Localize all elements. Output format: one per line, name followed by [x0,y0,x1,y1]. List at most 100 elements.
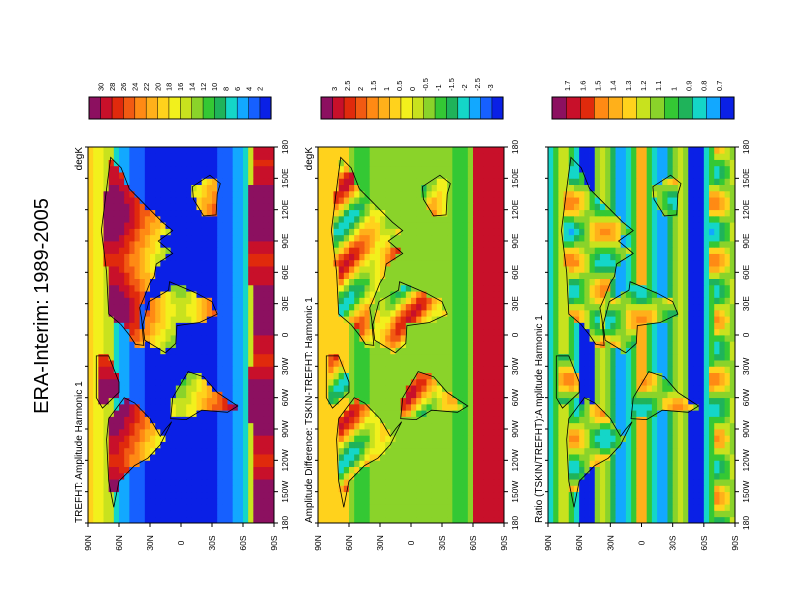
y-tick-label: 60S [468,535,478,550]
colorbar-label: -1.5 [447,78,456,91]
heatmap-cell [248,291,254,298]
heatmap-cell [253,228,259,236]
heatmap-cell [431,291,438,298]
heatmap-cell [196,153,203,160]
heatmap-cell [374,472,381,480]
heatmap-cell [134,454,141,461]
heatmap-cell [573,497,580,505]
heatmap-cell [103,491,110,499]
heatmap-cell [483,422,489,430]
heatmap-cell [416,454,422,461]
heatmap-cell [129,165,135,173]
heatmap-cell [181,472,187,480]
heatmap-cell [631,479,637,486]
heatmap-cell [237,341,244,348]
heatmap-cell [498,234,505,242]
heatmap-cell [88,153,94,160]
heatmap-cell [364,441,371,449]
heatmap-cell [390,266,396,273]
heatmap-cell [155,472,161,480]
heatmap-cell [369,253,376,261]
heatmap-cell [452,215,458,223]
heatmap-cell [333,322,340,330]
colorbar-label: -3 [486,84,495,91]
heatmap-cell [426,335,433,342]
heatmap-cell [385,215,391,223]
heatmap-cell [155,353,161,361]
heatmap-cell [333,209,340,217]
heatmap-cell [98,172,104,179]
heatmap-cell [457,247,464,254]
heatmap-cell [395,479,402,486]
heatmap-cell [589,491,596,499]
heatmap-cell [436,504,443,511]
heatmap-cell [457,291,464,298]
heatmap-cell [405,366,412,373]
heatmap-cell [359,372,365,380]
heatmap-cell [253,309,259,317]
heatmap-cell [703,454,710,461]
heatmap-cell [709,460,715,467]
heatmap-cell [150,316,156,323]
heatmap-cell [129,197,135,204]
heatmap-cell [323,234,329,242]
heatmap-cell [258,510,265,518]
heatmap-cell [181,291,187,298]
heatmap-cell [227,328,234,336]
heatmap-cell [343,516,350,524]
heatmap-cell [467,291,474,298]
heatmap-cell [170,215,177,223]
heatmap-cell [88,178,94,185]
heatmap-cell [411,197,417,204]
heatmap-cell [636,504,642,511]
heatmap-cell [191,178,197,185]
heatmap-cell [160,510,166,518]
heatmap-cell [150,291,156,298]
heatmap-cell [196,366,203,373]
heatmap-cell [144,178,151,185]
heatmap-cell [478,335,484,342]
heatmap-cell [227,209,234,217]
heatmap-cell [354,466,360,474]
heatmap-cell [636,472,642,480]
heatmap-cell [478,485,484,493]
heatmap-cell [584,454,590,461]
heatmap-cell [462,284,469,292]
heatmap-cell [333,328,340,336]
heatmap-cell [237,278,244,286]
heatmap-cell [651,454,658,461]
heatmap-cell [442,309,448,317]
heatmap-cell [232,485,239,493]
heatmap-cell [88,190,94,198]
heatmap-cell [478,266,484,273]
heatmap-cell [400,172,407,179]
heatmap-cell [103,410,110,417]
heatmap-cell [243,322,249,330]
heatmap-cell [222,497,228,505]
heatmap-cell [488,228,495,236]
heatmap-cell [268,516,275,524]
heatmap-cell [467,184,474,192]
heatmap-cell [400,366,407,373]
heatmap-cell [426,372,433,380]
heatmap-cell [553,447,559,455]
heatmap-cell [139,184,146,192]
heatmap-cell [217,360,223,367]
heatmap-cell [400,234,407,242]
heatmap-cell [93,222,99,229]
heatmap-cell [160,353,166,361]
heatmap-cell [191,190,197,198]
heatmap-cell [323,165,329,173]
heatmap-cell [359,416,365,424]
heatmap-cell [323,516,329,524]
heatmap-cell [206,372,213,380]
heatmap-cell [447,416,453,424]
heatmap-cell [436,510,443,518]
heatmap-cell [318,454,324,461]
heatmap-cell [323,410,329,417]
heatmap-cell [243,422,249,430]
heatmap-cell [374,466,381,474]
y-tick-label: 0 [406,540,416,545]
heatmap-cell [243,347,249,355]
heatmap-cell [498,441,505,449]
